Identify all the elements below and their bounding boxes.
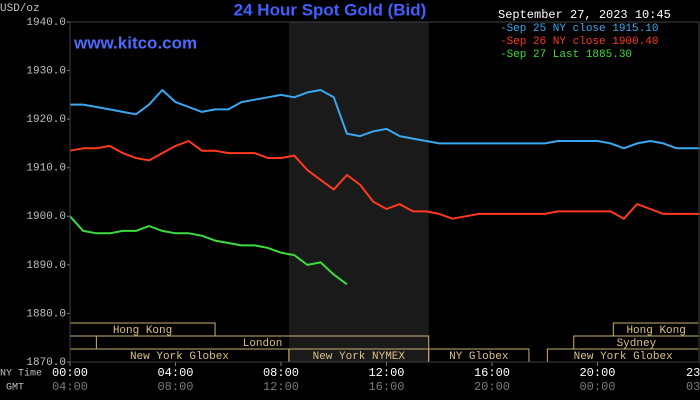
x2-tick-label: 00:00 xyxy=(579,380,615,394)
chart-title: 24 Hour Spot Gold (Bid) xyxy=(234,0,427,19)
plot-border xyxy=(69,21,700,363)
x2-tick-label: 20:00 xyxy=(474,380,510,394)
x-tick-label: 04:00 xyxy=(157,366,193,380)
session-label: New York Globex xyxy=(574,351,673,363)
y-tick-label: 1930.0 xyxy=(26,65,66,77)
x-tick-label: 16:00 xyxy=(474,366,510,380)
session-label: Hong Kong xyxy=(113,325,172,337)
series-line xyxy=(69,215,348,286)
series-line xyxy=(70,89,700,150)
x2-tick-label: 16:00 xyxy=(368,380,404,394)
session-label: Sydney xyxy=(617,338,657,350)
y-tick-label: 1880.0 xyxy=(26,308,66,320)
y-tick-label: 1910.0 xyxy=(26,163,66,175)
series-line xyxy=(69,140,700,220)
session-label: London xyxy=(243,338,283,350)
y-tick-label: 1890.0 xyxy=(26,260,66,272)
legend-entry: -Sep 27 Last 1885.30 xyxy=(500,49,632,61)
y-tick-label: 1870.0 xyxy=(26,357,66,369)
watermark: www.kitco.com xyxy=(73,33,197,52)
legend-entry: -Sep 25 NY close 1915.10 xyxy=(500,23,658,35)
x2-tick-label: 03:5 xyxy=(686,380,700,394)
x-tick-label: 08:00 xyxy=(263,366,299,380)
x2-tick-label: 04:00 xyxy=(52,380,88,394)
session-label: New York NYMEX xyxy=(313,351,406,363)
x2-row-label: GMT xyxy=(6,383,24,394)
timestamp: September 27, 2023 10:45 xyxy=(498,8,671,22)
session-shade xyxy=(288,22,429,362)
y-tick-label: 1920.0 xyxy=(26,114,66,126)
session-label: NY Globex xyxy=(449,351,509,363)
session-label: Hong Kong xyxy=(626,325,685,337)
session-label: New York Globex xyxy=(130,351,229,363)
x2-tick-label: 12:00 xyxy=(263,380,299,394)
y-tick-label: 1940.0 xyxy=(26,17,66,29)
x-tick-label: 23:5 xyxy=(686,366,700,380)
y-tick-label: 1900.0 xyxy=(26,211,66,223)
x-tick-label: 12:00 xyxy=(368,366,404,380)
y-unit: USD/oz xyxy=(0,3,40,15)
legend-entry: -Sep 26 NY close 1900.40 xyxy=(500,36,658,48)
x-row-label: NY Time xyxy=(0,368,42,380)
x2-tick-label: 08:00 xyxy=(157,380,193,394)
x-tick-label: 20:00 xyxy=(579,366,615,380)
x-tick-label: 00:00 xyxy=(52,366,88,380)
